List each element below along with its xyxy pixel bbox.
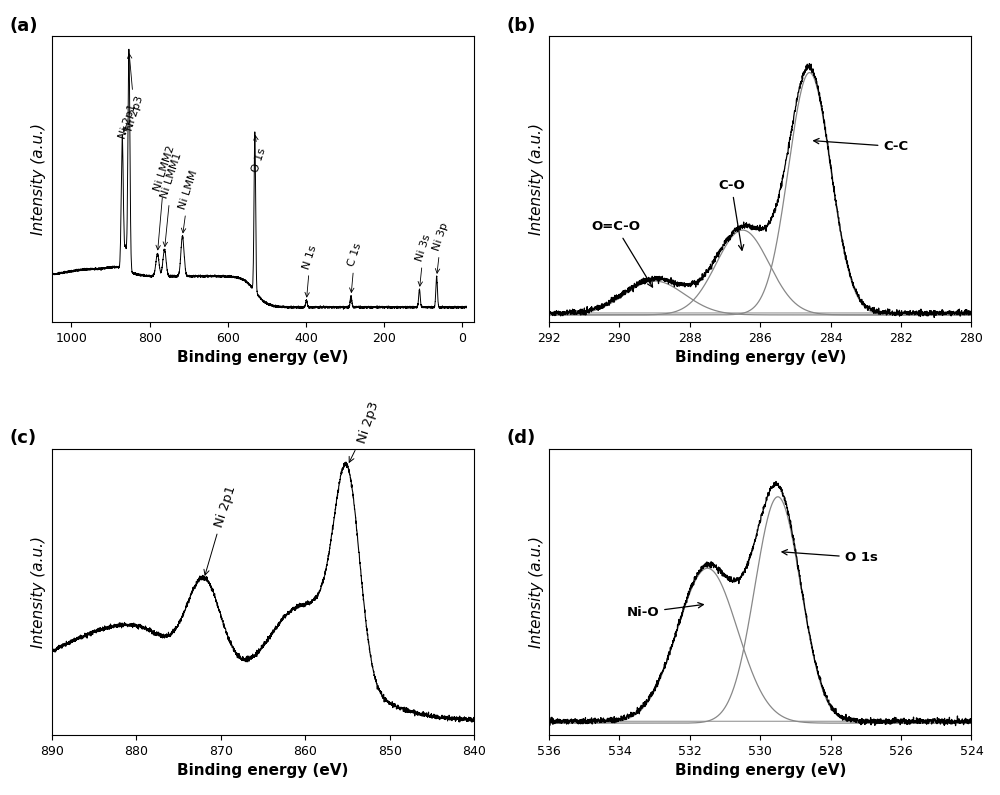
Text: C-C: C-C bbox=[814, 138, 909, 153]
Text: Ni 3s: Ni 3s bbox=[415, 233, 433, 286]
Text: Ni LMM1: Ni LMM1 bbox=[160, 152, 184, 246]
Text: O 1s: O 1s bbox=[782, 549, 878, 564]
X-axis label: Binding energy (eV): Binding energy (eV) bbox=[675, 351, 846, 366]
Text: (c): (c) bbox=[10, 429, 37, 448]
X-axis label: Binding energy (eV): Binding energy (eV) bbox=[177, 351, 349, 366]
Text: Ni 2p1: Ni 2p1 bbox=[204, 483, 238, 575]
Text: (a): (a) bbox=[10, 17, 38, 34]
X-axis label: Binding energy (eV): Binding energy (eV) bbox=[177, 763, 349, 778]
Y-axis label: Intensity (a.u.): Intensity (a.u.) bbox=[31, 123, 46, 235]
Text: Ni 2p3: Ni 2p3 bbox=[124, 54, 145, 133]
Y-axis label: Intensity (a.u.): Intensity (a.u.) bbox=[529, 536, 544, 648]
Y-axis label: Intensity (a.u.): Intensity (a.u.) bbox=[529, 123, 544, 235]
Text: Ni LMM2: Ni LMM2 bbox=[153, 144, 177, 250]
Y-axis label: Intensity (a.u.): Intensity (a.u.) bbox=[31, 536, 46, 648]
Text: Ni-O: Ni-O bbox=[627, 603, 703, 619]
Text: N 1s: N 1s bbox=[302, 244, 319, 297]
Text: Ni LMM: Ni LMM bbox=[178, 169, 200, 233]
Text: O 1s: O 1s bbox=[250, 136, 267, 174]
X-axis label: Binding energy (eV): Binding energy (eV) bbox=[675, 763, 846, 778]
Text: Ni 2p1: Ni 2p1 bbox=[118, 103, 138, 140]
Text: C-O: C-O bbox=[718, 179, 745, 250]
Text: Ni 2p3: Ni 2p3 bbox=[349, 400, 382, 462]
Text: Ni 3p: Ni 3p bbox=[432, 221, 450, 273]
Text: (b): (b) bbox=[507, 17, 536, 34]
Text: C 1s: C 1s bbox=[346, 242, 363, 293]
Text: (d): (d) bbox=[507, 429, 536, 448]
Text: O=C-O: O=C-O bbox=[591, 220, 653, 287]
